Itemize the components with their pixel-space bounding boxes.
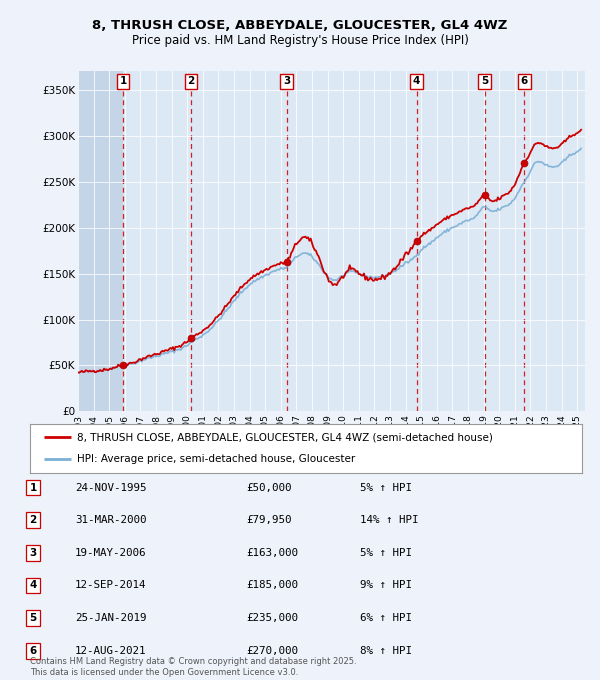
- Text: 6: 6: [29, 646, 37, 656]
- Text: 5: 5: [29, 613, 37, 623]
- Text: Price paid vs. HM Land Registry's House Price Index (HPI): Price paid vs. HM Land Registry's House …: [131, 34, 469, 47]
- Text: Contains HM Land Registry data © Crown copyright and database right 2025.
This d: Contains HM Land Registry data © Crown c…: [30, 657, 356, 677]
- Text: 5: 5: [481, 77, 488, 86]
- Text: 25-JAN-2019: 25-JAN-2019: [75, 613, 146, 623]
- Text: 8, THRUSH CLOSE, ABBEYDALE, GLOUCESTER, GL4 4WZ (semi-detached house): 8, THRUSH CLOSE, ABBEYDALE, GLOUCESTER, …: [77, 432, 493, 443]
- Text: 24-NOV-1995: 24-NOV-1995: [75, 483, 146, 492]
- Text: 3: 3: [29, 548, 37, 558]
- Text: 2: 2: [29, 515, 37, 525]
- Text: 6: 6: [521, 77, 528, 86]
- Text: £235,000: £235,000: [246, 613, 298, 623]
- Text: 12-SEP-2014: 12-SEP-2014: [75, 581, 146, 590]
- Text: 2: 2: [187, 77, 195, 86]
- Text: 14% ↑ HPI: 14% ↑ HPI: [360, 515, 419, 525]
- Text: 6% ↑ HPI: 6% ↑ HPI: [360, 613, 412, 623]
- Text: 3: 3: [283, 77, 290, 86]
- Text: HPI: Average price, semi-detached house, Gloucester: HPI: Average price, semi-detached house,…: [77, 454, 355, 464]
- Text: £270,000: £270,000: [246, 646, 298, 656]
- Text: 4: 4: [29, 581, 37, 590]
- Text: 1: 1: [29, 483, 37, 492]
- Text: 9% ↑ HPI: 9% ↑ HPI: [360, 581, 412, 590]
- Text: £50,000: £50,000: [246, 483, 292, 492]
- Text: 1: 1: [119, 77, 127, 86]
- Text: 31-MAR-2000: 31-MAR-2000: [75, 515, 146, 525]
- Text: 8, THRUSH CLOSE, ABBEYDALE, GLOUCESTER, GL4 4WZ: 8, THRUSH CLOSE, ABBEYDALE, GLOUCESTER, …: [92, 19, 508, 32]
- Text: £185,000: £185,000: [246, 581, 298, 590]
- Text: 5% ↑ HPI: 5% ↑ HPI: [360, 548, 412, 558]
- Text: 8% ↑ HPI: 8% ↑ HPI: [360, 646, 412, 656]
- Text: 12-AUG-2021: 12-AUG-2021: [75, 646, 146, 656]
- Text: £79,950: £79,950: [246, 515, 292, 525]
- Text: 19-MAY-2006: 19-MAY-2006: [75, 548, 146, 558]
- Text: £163,000: £163,000: [246, 548, 298, 558]
- Text: 5% ↑ HPI: 5% ↑ HPI: [360, 483, 412, 492]
- Text: 4: 4: [413, 77, 420, 86]
- Bar: [78, 71, 123, 411]
